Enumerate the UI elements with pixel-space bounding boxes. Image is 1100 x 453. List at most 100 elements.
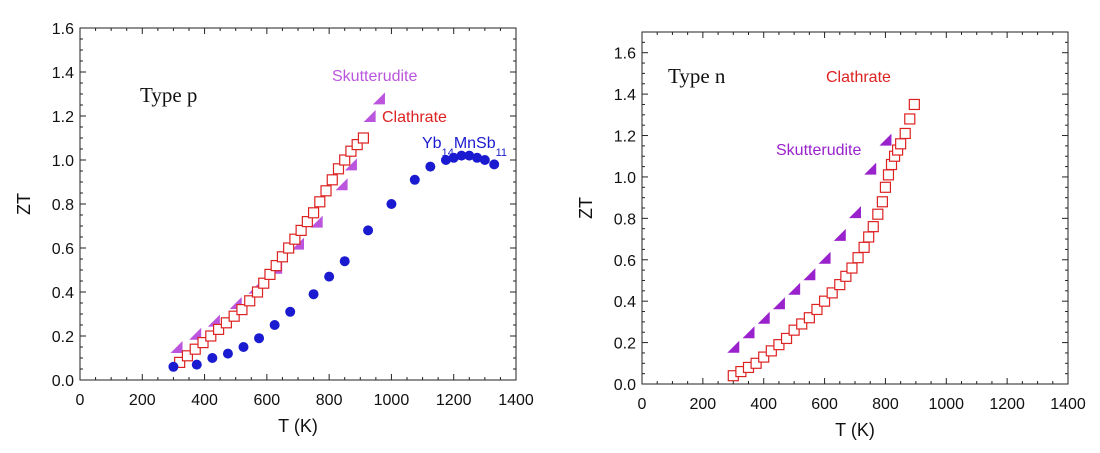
yb14mnsb11-point-16 (448, 152, 459, 163)
yb14mnsb11-point-19 (472, 152, 483, 163)
series-label-clathrate: Clathrate (382, 109, 447, 126)
clathrate-point-18 (301, 216, 313, 228)
y-tick-label: 0.4 (52, 285, 74, 302)
clathrate-point-16 (289, 233, 301, 245)
y-tick-label: 1.4 (52, 65, 74, 82)
series-label-clathrate: Clathrate (826, 69, 891, 86)
x-tick-label: 0 (638, 396, 647, 413)
skutterudite-point-10 (879, 133, 892, 146)
y-axis-label: ZT (14, 193, 34, 215)
skutterudite-point-7 (833, 228, 846, 241)
clathrate-point-15 (840, 270, 852, 282)
type-annotation: Type n (668, 64, 726, 88)
x-tick-label: 0 (76, 392, 85, 409)
series-skutterudite (170, 92, 385, 353)
clathrate-point-8 (788, 324, 800, 336)
clathrate-point-10 (803, 312, 815, 324)
yb14mnsb11-point-7 (285, 306, 296, 317)
yb14mnsb11-point-17 (456, 150, 467, 161)
series-clathrate (174, 132, 369, 368)
yb14mnsb11-point-3 (222, 348, 233, 359)
clathrate-point-4 (205, 330, 217, 342)
yb14mnsb11-point-15 (440, 155, 451, 165)
clathrate-point-13 (826, 287, 838, 299)
x-tick-label: 800 (872, 396, 899, 413)
skutterudite-point-7 (310, 215, 323, 228)
y-tick-label: 0.6 (52, 241, 74, 258)
x-axis-label: T (K) (278, 416, 318, 436)
clathrate-point-17 (295, 224, 307, 236)
skutterudite-point-1 (742, 326, 755, 339)
y-tick-label: 0.8 (614, 211, 636, 228)
series-label-skutterudite: Skutterudite (776, 142, 861, 159)
clathrate-point-27 (357, 132, 369, 144)
y-tick-label: 0.2 (614, 336, 636, 353)
clathrate-point-18 (858, 241, 870, 253)
clathrate-point-2 (189, 343, 201, 355)
skutterudite-point-2 (207, 314, 220, 327)
y-tick-label: 0.4 (614, 294, 636, 311)
clathrate-point-21 (320, 185, 332, 197)
y-tick-label: 1.6 (614, 46, 636, 63)
x-tick-label: 1200 (989, 396, 1025, 413)
x-tick-label: 600 (254, 392, 281, 409)
yb14mnsb11-point-1 (191, 359, 202, 370)
yb14mnsb11-point-4 (238, 342, 249, 352)
clathrate-point-26 (351, 139, 363, 151)
clathrate-point-12 (264, 268, 276, 280)
clathrate-point-8 (236, 304, 248, 316)
series-skutterudite (727, 133, 892, 353)
clathrate-point-16 (846, 262, 858, 274)
clathrate-point-9 (244, 295, 256, 307)
clathrate-point-3 (197, 337, 209, 349)
yb14mnsb11-point-14 (425, 161, 436, 172)
skutterudite-point-4 (788, 282, 801, 295)
yb14mnsb11-point-8 (308, 289, 319, 300)
skutterudite-point-10 (363, 110, 376, 122)
clathrate-point-22 (876, 196, 888, 208)
y-tick-label: 0.0 (614, 377, 636, 394)
clathrate-point-7 (780, 332, 793, 345)
clathrate-point-23 (879, 181, 892, 193)
clathrate-point-4 (758, 351, 770, 363)
clathrate-point-24 (882, 169, 895, 181)
clathrate-point-14 (834, 279, 846, 291)
clathrate-point-20 (314, 196, 326, 208)
x-tick-label: 1000 (374, 392, 410, 409)
y-tick-label: 1.2 (614, 129, 636, 146)
x-tick-label: 1000 (928, 396, 964, 413)
x-tick-label: 800 (316, 392, 343, 409)
y-tick-label: 1.0 (52, 153, 74, 170)
clathrate-point-20 (867, 221, 879, 233)
yb14mnsb11-point-11 (363, 225, 374, 236)
clathrate-point-5 (212, 323, 225, 335)
clathrate-point-6 (773, 339, 785, 351)
yb14mnsb11-point-5 (254, 333, 265, 344)
clathrate-point-25 (345, 145, 357, 157)
clathrate-point-7 (228, 310, 240, 322)
y-tick-label: 1.4 (614, 87, 636, 104)
clathrate-point-1 (181, 350, 194, 362)
x-tick-label: 200 (690, 396, 717, 413)
x-tick-label: 1400 (498, 392, 534, 409)
type-annotation: Type p (140, 83, 197, 107)
x-tick-label: 600 (811, 396, 838, 413)
yb14mnsb11-point-9 (324, 271, 335, 282)
type-p-chart: 0 200 400 600 800 1000 1200 1400 0.0 0.2 0.4 0.6 0.8… (14, 21, 534, 436)
clathrate-point-9 (796, 318, 808, 330)
clathrate-point-15 (283, 242, 295, 254)
plot-frame (79, 27, 517, 381)
x-tick-label: 200 (129, 392, 156, 409)
skutterudite-point-8 (849, 206, 861, 219)
yb14mnsb11-point-18 (464, 150, 475, 161)
yb14mnsb11-point-6 (269, 320, 280, 330)
y-tick-label: 0.8 (52, 197, 74, 214)
skutterudite-point-8 (335, 178, 348, 191)
series-label-skutterudite: Skutterudite (332, 68, 417, 85)
clathrate-point-23 (332, 163, 345, 175)
clathrate-point-19 (863, 231, 875, 243)
series-clathrate (727, 98, 920, 382)
skutterudite-point-3 (772, 297, 785, 310)
skutterudite-point-1 (189, 327, 202, 340)
